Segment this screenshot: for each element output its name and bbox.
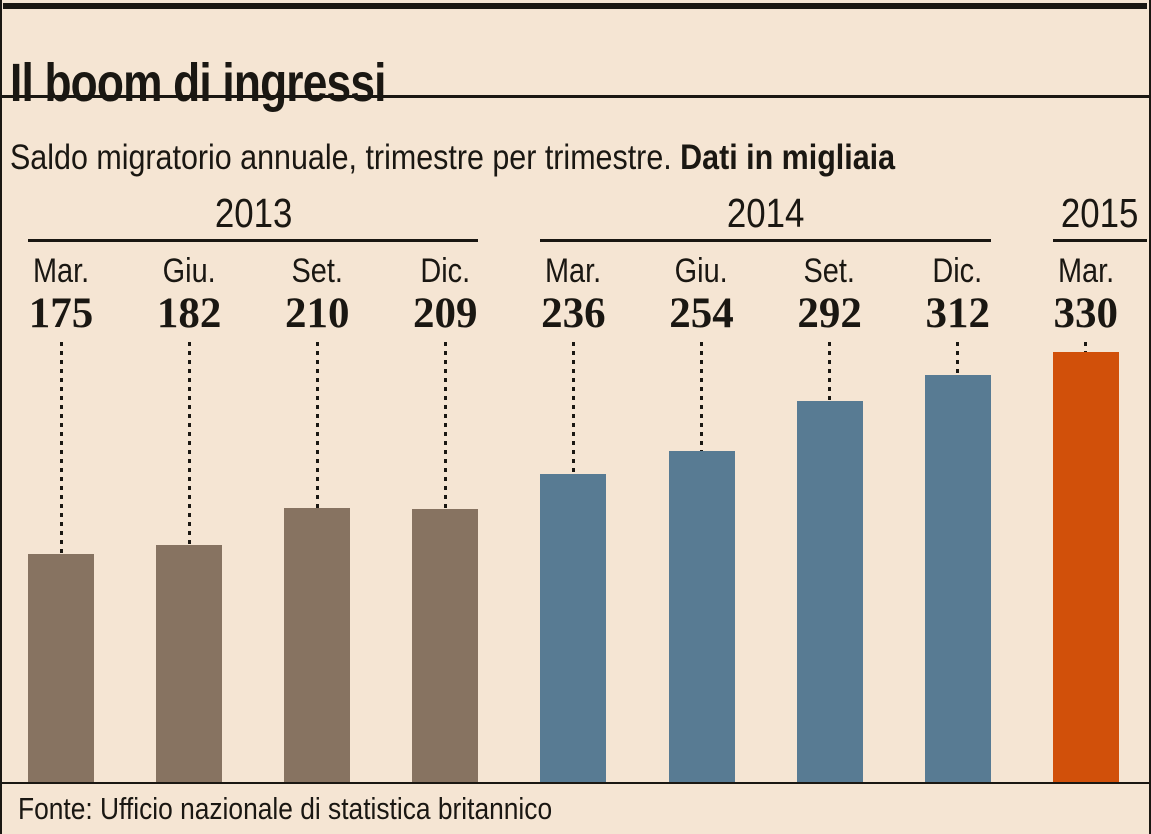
month-label-text: Giu. bbox=[674, 252, 728, 290]
bar-2014-mar bbox=[540, 474, 607, 782]
value-label: 209 bbox=[413, 290, 478, 337]
bar-2013-set bbox=[284, 508, 351, 782]
month-label-text: Mar. bbox=[32, 252, 90, 290]
month-label-text: Dic. bbox=[932, 252, 983, 290]
value-label: 182 bbox=[156, 290, 222, 337]
source-box: Fonte: Ufficio nazionale di statistica b… bbox=[0, 782, 1151, 834]
month-label-text: Giu. bbox=[162, 252, 216, 290]
bar-2014-giu bbox=[668, 451, 735, 782]
year-label-2013: 2013 bbox=[28, 190, 478, 236]
leader-line bbox=[571, 342, 575, 474]
year-label-text: 2013 bbox=[214, 190, 292, 236]
month-label-text: Mar. bbox=[1057, 252, 1114, 290]
leader-line bbox=[700, 342, 703, 451]
month-label: Giu. bbox=[637, 252, 765, 290]
value-label: 236 bbox=[541, 290, 606, 337]
subtitle-bold: Dati in migliaia bbox=[680, 138, 896, 177]
month-label-text: Mar. bbox=[545, 252, 602, 290]
year-label-2015: 2015 bbox=[1053, 190, 1147, 236]
leader-line bbox=[59, 342, 63, 554]
month-label: Mar. bbox=[0, 252, 125, 290]
year-rule-2015 bbox=[1052, 239, 1147, 242]
source-label: Fonte: Ufficio nazionale di statistica b… bbox=[18, 791, 553, 826]
year-label-text: 2014 bbox=[726, 190, 805, 236]
leader-line bbox=[828, 342, 832, 401]
page-title: Il boom di ingressi bbox=[10, 52, 468, 114]
month-label: Set. bbox=[766, 252, 894, 290]
bar-2013-dic bbox=[412, 509, 479, 782]
chart-subtitle: Saldo migratorio annuale, trimestre per … bbox=[10, 138, 1027, 178]
leader-line bbox=[315, 342, 319, 508]
year-rule-2013 bbox=[28, 239, 479, 242]
leader-line bbox=[1084, 342, 1088, 352]
year-rule-2014 bbox=[540, 239, 991, 242]
bar-2014-set bbox=[796, 401, 863, 782]
bar-2015-mar bbox=[1052, 352, 1119, 782]
leader-line bbox=[443, 342, 447, 509]
year-label-text: 2015 bbox=[1061, 190, 1139, 236]
month-label: Set. bbox=[253, 252, 381, 290]
value-label: 292 bbox=[797, 290, 862, 337]
top-rule bbox=[3, 3, 1147, 9]
value-label: 330 bbox=[1053, 290, 1119, 337]
value-label: 175 bbox=[28, 290, 94, 337]
year-label-2014: 2014 bbox=[540, 190, 990, 236]
month-label: Giu. bbox=[125, 252, 253, 290]
month-label: Dic. bbox=[381, 252, 509, 290]
leader-line bbox=[187, 342, 191, 545]
month-label-text: Dic. bbox=[420, 252, 471, 290]
bar-2014-dic bbox=[924, 375, 991, 782]
month-label: Mar. bbox=[1022, 252, 1150, 290]
subtitle-regular: Saldo migratorio annuale, trimestre per … bbox=[10, 138, 681, 177]
leader-line bbox=[956, 342, 960, 375]
month-label-text: Set. bbox=[803, 252, 856, 290]
month-label: Dic. bbox=[894, 252, 1022, 290]
value-label: 210 bbox=[284, 290, 350, 337]
title-rule bbox=[0, 95, 1151, 98]
month-label-text: Set. bbox=[291, 252, 343, 290]
value-label: 254 bbox=[669, 290, 734, 337]
bar-2013-mar bbox=[28, 554, 94, 782]
page-title-text: Il boom di ingressi bbox=[10, 53, 386, 114]
month-label: Mar. bbox=[509, 252, 637, 290]
value-label: 312 bbox=[925, 290, 990, 337]
bar-2013-giu bbox=[156, 545, 223, 782]
